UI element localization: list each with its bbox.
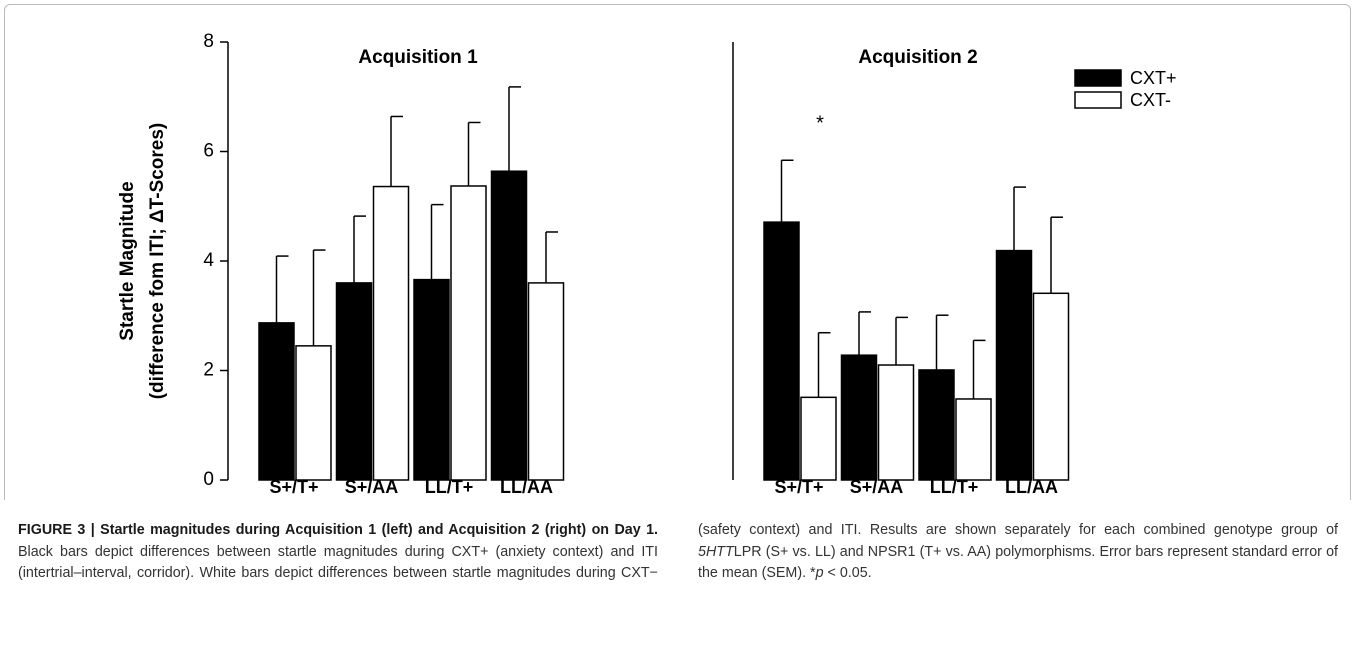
- bar: [877, 364, 915, 481]
- bar: [918, 369, 955, 481]
- x-tick-label: S+/AA: [345, 477, 399, 497]
- bar: [372, 185, 410, 481]
- x-tick-label: S+/T+: [774, 477, 823, 497]
- bar: [840, 354, 878, 481]
- bar: [295, 345, 332, 481]
- bar: [995, 249, 1033, 481]
- bar: [413, 278, 450, 481]
- x-tick-label: S+/T+: [269, 477, 318, 497]
- bar: [450, 185, 487, 481]
- x-tick-label: LL/T+: [425, 477, 474, 497]
- bar: [800, 396, 837, 481]
- caption: FIGURE 3 | Startle magnitudes during Acq…: [18, 520, 1338, 585]
- y-tick-label: 4: [203, 250, 214, 271]
- caption-text: FIGURE 3 | Startle magnitudes during Acq…: [18, 522, 658, 538]
- legend-label: CXT+: [1130, 68, 1177, 88]
- bar: [955, 398, 992, 481]
- panel-title: Acquisition 2: [858, 47, 977, 68]
- caption-text: LPR (S+ vs. LL) and NPSR1 (T+ vs. AA) po…: [698, 543, 1338, 582]
- caption-text: < 0.05.: [823, 565, 872, 581]
- legend-swatch: [1074, 69, 1122, 87]
- y-tick-label: 0: [203, 469, 214, 490]
- panel-title: Acquisition 1: [358, 47, 478, 68]
- bar: [335, 282, 373, 481]
- x-tick-label: LL/AA: [1005, 477, 1058, 497]
- y-tick-label: 6: [203, 141, 214, 162]
- y-tick-label: 8: [203, 31, 214, 52]
- bar: [490, 170, 528, 481]
- caption-text: 5HTT: [698, 543, 734, 560]
- bar: [258, 322, 295, 481]
- y-axis-label: (difference fom ITI; ΔT-Scores): [147, 123, 168, 400]
- bar: [763, 221, 800, 481]
- x-tick-label: S+/AA: [850, 477, 904, 497]
- chart: 0 2 4 6 8 Startle Magnitude (difference fom IT…: [117, 31, 1177, 497]
- legend-label: CXT-: [1130, 90, 1171, 110]
- y-axis-label: Startle Magnitude: [117, 181, 138, 340]
- annotation: *: [816, 112, 824, 134]
- figure-frame: [4, 4, 1351, 500]
- caption-text: Black bars depict differences between st…: [18, 522, 1338, 581]
- legend-swatch: [1074, 91, 1122, 109]
- caption-text: p: [815, 565, 824, 581]
- x-tick-label: LL/T+: [930, 477, 979, 497]
- bar: [1032, 292, 1070, 481]
- y-tick-label: 2: [203, 360, 214, 381]
- bar: [527, 282, 565, 481]
- x-tick-label: LL/AA: [500, 477, 553, 497]
